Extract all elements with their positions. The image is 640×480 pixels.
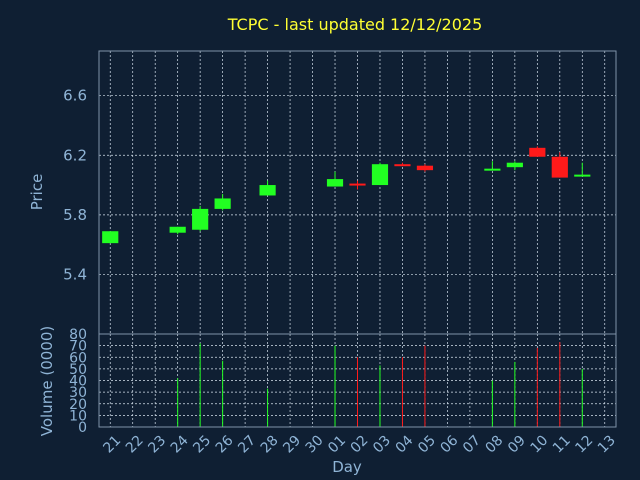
volume-tick-label: 80	[69, 327, 87, 343]
x-tick-label: 11	[550, 433, 574, 457]
tick-labels-group: 6.66.25.85.48070605040302010021222324252…	[63, 87, 619, 457]
candle-body	[349, 183, 366, 186]
volume-tick-label: 0	[78, 420, 87, 436]
price-tick-label: 6.6	[63, 87, 87, 105]
volume-tick-label: 20	[69, 397, 87, 413]
candle-body	[551, 156, 568, 178]
volume-tick-label: 70	[69, 339, 87, 355]
x-tick-label: 25	[190, 433, 214, 457]
x-tick-label: 06	[438, 432, 462, 456]
candle-body	[529, 147, 546, 157]
x-tick-label: 27	[235, 433, 259, 457]
volume-bars-group	[177, 342, 583, 427]
price-tick-label: 5.4	[63, 265, 87, 283]
price-gridlines	[99, 51, 616, 334]
volume-axis-label: Volume (0000)	[38, 326, 56, 436]
candle-body	[169, 226, 186, 233]
candle-body	[574, 174, 591, 177]
price-tick-label: 6.2	[63, 146, 87, 164]
candle-body	[371, 164, 389, 186]
candle-body	[102, 231, 119, 244]
x-tick-label: 12	[572, 433, 596, 457]
volume-tick-label: 40	[69, 374, 87, 390]
volume-tick-label: 60	[69, 350, 87, 366]
candles-group	[102, 146, 591, 244]
candle-body	[214, 198, 231, 209]
x-tick-label: 10	[527, 433, 551, 457]
chart-title: TCPC - last updated 12/12/2025	[227, 15, 483, 34]
x-tick-label: 30	[303, 433, 327, 457]
price-tick-label: 5.8	[63, 206, 87, 224]
candle-body	[192, 208, 209, 230]
x-tick-label: 22	[123, 433, 147, 457]
candle-body	[484, 168, 501, 171]
candle-body	[394, 164, 411, 167]
x-tick-label: 05	[415, 433, 439, 457]
x-tick-label: 07	[460, 433, 484, 457]
x-tick-label: 21	[100, 433, 124, 457]
x-tick-label: 26	[213, 432, 237, 456]
x-tick-label: 03	[370, 433, 394, 457]
x-tick-label: 01	[325, 433, 349, 457]
x-tick-label: 28	[258, 433, 282, 457]
x-tick-label: 02	[348, 433, 372, 457]
x-tick-label: 08	[483, 433, 507, 457]
candle-body	[506, 162, 523, 168]
x-tick-label: 24	[168, 432, 192, 456]
volume-tick-label: 50	[69, 362, 87, 378]
x-axis-label: Day	[332, 458, 362, 476]
x-tick-label: 23	[145, 433, 169, 457]
volume-tick-label: 10	[69, 408, 87, 424]
x-tick-label: 29	[280, 433, 304, 457]
price-axis-label: Price	[28, 174, 46, 211]
volume-panel-frame	[98, 333, 617, 428]
candle-body	[416, 165, 434, 171]
x-tick-label: 09	[505, 433, 529, 457]
candle-body	[259, 185, 276, 196]
volume-tick-label: 30	[69, 385, 87, 401]
x-tick-label: 13	[595, 433, 619, 457]
candle-body	[326, 179, 344, 187]
x-tick-label: 04	[393, 432, 417, 456]
